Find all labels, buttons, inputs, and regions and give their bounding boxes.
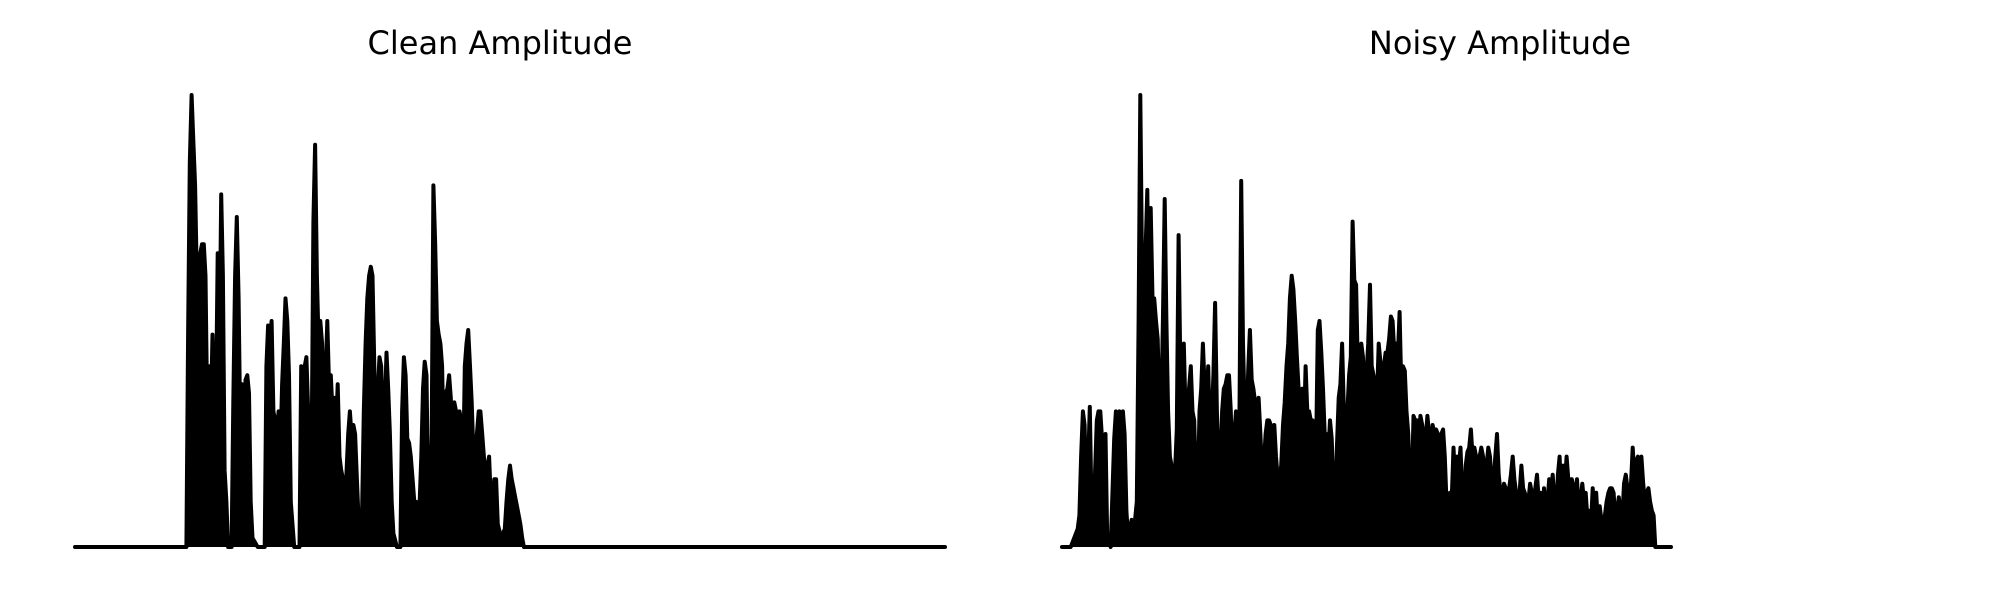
clean-amplitude-title: Clean Amplitude <box>367 24 633 62</box>
noisy-amplitude-panel: Noisy Amplitude <box>1000 0 2000 600</box>
amplitude-line-0-0 <box>73 93 947 549</box>
noisy-amplitude-plot <box>1060 93 1673 549</box>
clean-amplitude-panel: Clean Amplitude <box>73 24 947 549</box>
amplitude-line-1-0 <box>1060 93 1673 549</box>
noisy-amplitude-title: Noisy Amplitude <box>1368 24 1632 62</box>
clean-amplitude-plot <box>73 93 947 549</box>
amplitude-area-1-0 <box>1062 95 1671 547</box>
